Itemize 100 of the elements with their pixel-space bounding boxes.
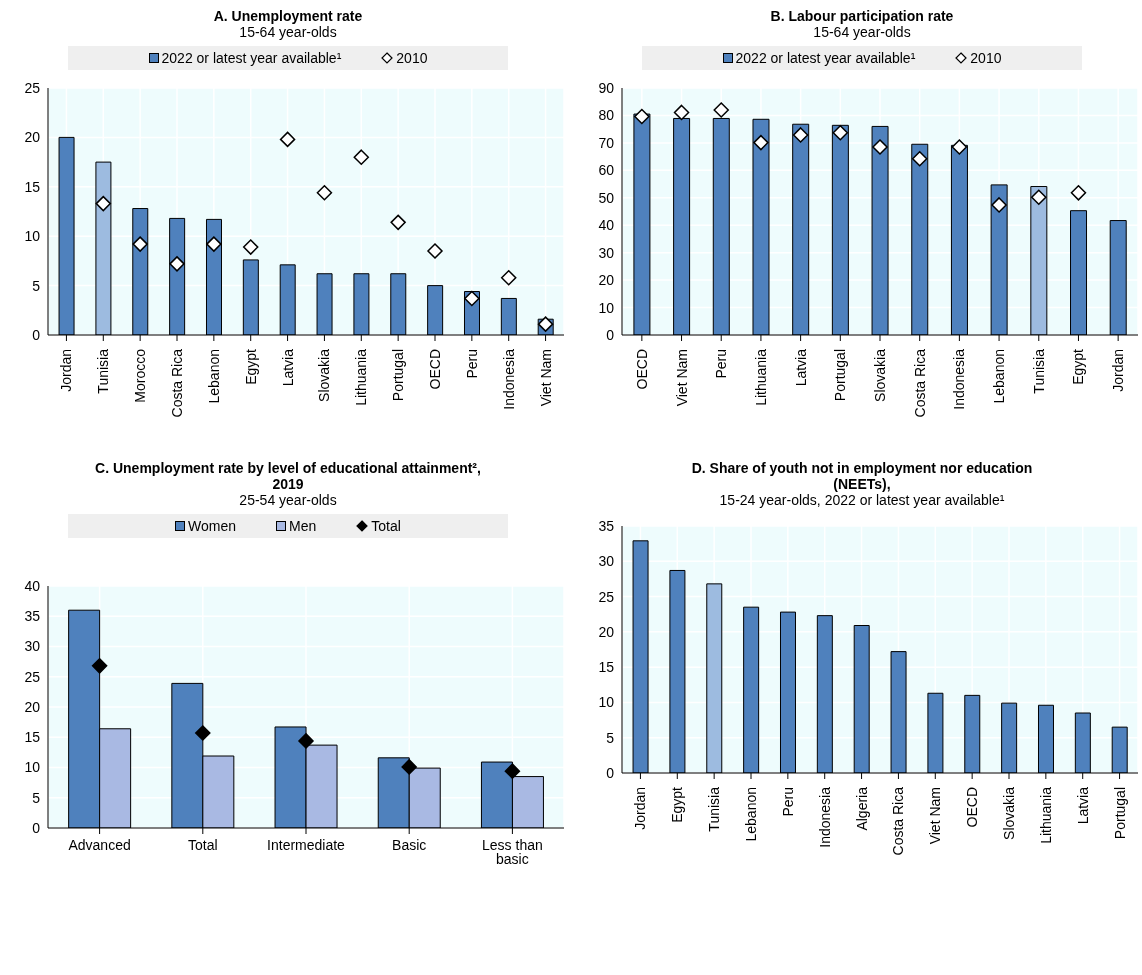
point (316, 184, 333, 201)
point (401, 759, 417, 775)
point (95, 195, 112, 212)
point (832, 124, 849, 141)
legend-label: Total (370, 518, 401, 534)
y-tick-label: 35 (598, 517, 615, 534)
x-tick-label: Latvia (1074, 786, 1091, 825)
x-tick-label: Costa Rica (169, 348, 185, 418)
chart-title: A. Unemployment rate (213, 8, 363, 24)
y-tick-label: 5 (32, 277, 41, 294)
x-tick-label: Lithuania (353, 348, 370, 406)
point (353, 149, 370, 165)
y-tick-label: 0 (606, 764, 615, 781)
x-tick-label: Morocco (132, 348, 149, 403)
x-tick-label: Jordan (58, 349, 75, 392)
x-tick-label: Viet Nam (537, 349, 554, 407)
legend-label: 2010 (969, 50, 1002, 66)
x-tick-label: Peru (779, 787, 796, 817)
x-tick-label: Indonesia (951, 348, 968, 410)
point (169, 256, 185, 272)
x-tick-label: Slovakia (316, 348, 333, 402)
legend-label: 2022 or latest year available¹ (734, 50, 916, 66)
point (298, 733, 314, 749)
x-tick-label: Intermediate (267, 836, 346, 853)
point (872, 139, 888, 155)
x-tick-label: Tunisia (1030, 348, 1047, 394)
y-tick-label: 60 (598, 162, 615, 179)
point (634, 108, 650, 125)
x-tick-label: Advanced (68, 836, 131, 853)
x-tick-label: OECD (427, 349, 443, 390)
y-tick-label: 20 (598, 623, 615, 640)
chart-title: D. Share of youth not in employment nor education (NEETs), (690, 460, 1034, 492)
legend-label: 2022 or latest year available¹ (160, 50, 342, 66)
y-tick-label: 30 (598, 553, 615, 570)
y-tick-label: 15 (24, 178, 41, 195)
point (279, 131, 296, 148)
y-tick-label: 30 (598, 244, 615, 261)
chart-title: C. Unemployment rate by level of educational attainment², 2019 (94, 460, 482, 492)
point (242, 239, 259, 255)
chart-subtitle: 15-64 year-olds (812, 24, 912, 40)
x-tick-label: Indonesia (816, 786, 833, 848)
x-tick-label: Tunisia (706, 786, 723, 832)
point (753, 134, 769, 151)
y-tick-label: 5 (606, 729, 615, 746)
y-tick-label: 0 (32, 819, 41, 836)
y-tick-label: 15 (24, 729, 41, 746)
y-tick-label: 10 (24, 759, 41, 776)
x-tick-label: Basic (392, 836, 427, 853)
x-tick-label: Viet Nam (673, 349, 690, 407)
x-tick-label: Egypt (669, 786, 686, 823)
point (713, 102, 729, 118)
y-tick-label: 20 (24, 698, 41, 715)
x-tick-label: Less than basic (482, 836, 543, 867)
x-tick-label: Lebanon (205, 349, 222, 404)
y-tick-label: 80 (598, 107, 615, 124)
x-tick-label: Portugal (832, 349, 849, 402)
x-tick-label: Slovakia (1001, 786, 1017, 840)
x-tick-label: Latvia (279, 348, 296, 387)
x-tick-label: Portugal (1111, 787, 1128, 840)
point (132, 236, 148, 252)
y-tick-label: 35 (24, 608, 41, 625)
point (1070, 185, 1087, 201)
point (1031, 189, 1047, 205)
chart-subtitle: 15-64 year-olds (238, 24, 338, 40)
x-tick-label: Costa Rica (890, 786, 907, 856)
y-tick-label: 10 (598, 299, 615, 316)
legend-label: Women (187, 518, 237, 534)
x-tick-label: Lithuania (1037, 786, 1054, 844)
point (951, 139, 968, 155)
x-tick-label: Egypt (242, 348, 259, 385)
x-tick-label: Lebanon (743, 787, 759, 842)
chart-title: B. Labour participation rate (770, 8, 954, 24)
x-tick-label: Slovakia (872, 348, 888, 402)
point (464, 290, 480, 307)
y-tick-label: 40 (598, 217, 615, 234)
x-tick-label: Peru (463, 349, 480, 379)
x-tick-label: Tunisia (95, 348, 112, 394)
point (504, 763, 521, 779)
y-tick-label: 10 (24, 228, 41, 245)
y-tick-label: 20 (598, 272, 615, 289)
point (500, 269, 517, 286)
point (390, 214, 406, 231)
legend-label: Men (288, 518, 317, 534)
y-tick-label: 50 (598, 189, 615, 206)
y-tick-label: 90 (598, 79, 615, 96)
point (673, 104, 690, 121)
y-tick-label: 25 (24, 79, 41, 96)
y-tick-label: 70 (598, 134, 615, 151)
x-tick-label: Lebanon (991, 349, 1008, 404)
y-tick-label: 25 (598, 588, 615, 605)
x-tick-label: Peru (713, 349, 730, 379)
x-tick-label: OECD (964, 787, 981, 828)
y-tick-label: 25 (24, 668, 41, 685)
y-tick-label: 0 (32, 326, 41, 343)
x-tick-label: Costa Rica (911, 348, 928, 418)
x-tick-label: Jordan (1110, 349, 1127, 392)
y-tick-label: 5 (32, 789, 41, 806)
y-tick-label: 0 (606, 326, 615, 343)
legend-label: 2010 (395, 50, 428, 66)
x-tick-label: OECD (633, 349, 650, 390)
